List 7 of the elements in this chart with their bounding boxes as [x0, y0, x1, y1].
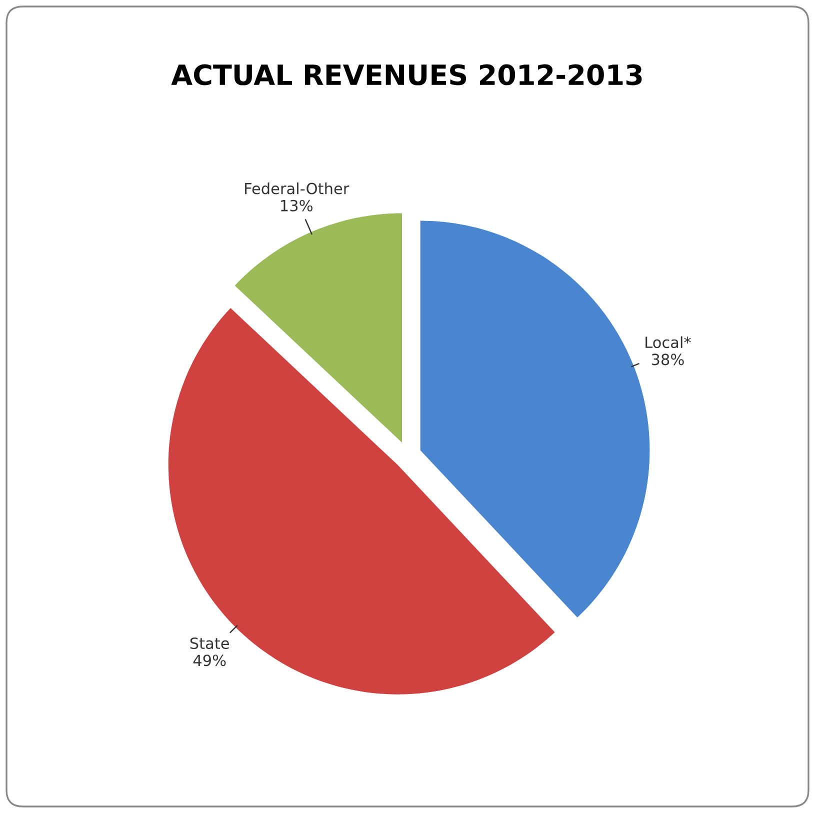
data-label: 13% [281, 200, 312, 212]
slice-label: State [190, 638, 230, 650]
data-label: 49% [193, 654, 226, 666]
slice-label: Federal-Other [245, 182, 350, 194]
data-label: 38% [652, 354, 684, 366]
slice-label: Local* [646, 336, 691, 348]
chart-title: ACTUAL REVENUES 2012-2013 [171, 64, 642, 86]
